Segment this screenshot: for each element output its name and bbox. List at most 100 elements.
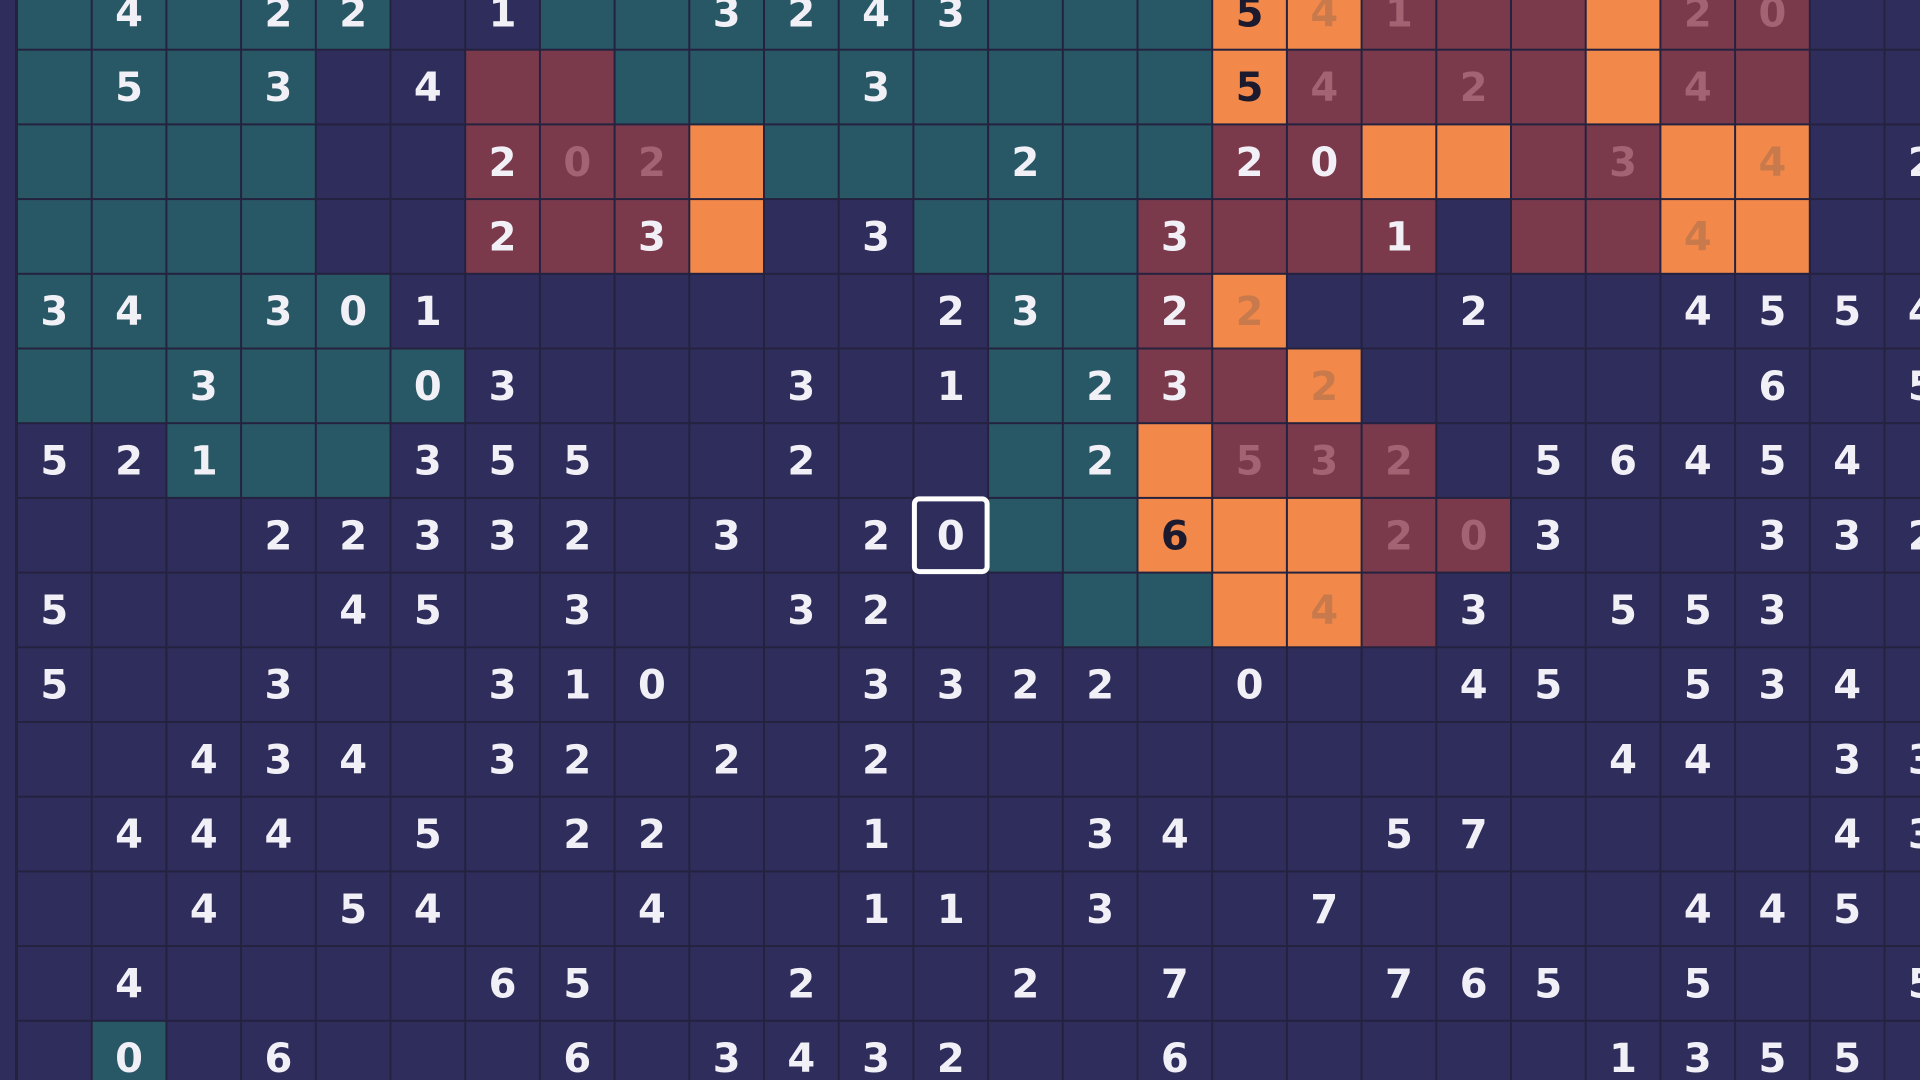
cell[interactable]	[1885, 648, 1920, 721]
cell[interactable]	[1661, 573, 1735, 647]
cell[interactable]	[316, 872, 390, 946]
cell[interactable]	[1736, 573, 1809, 647]
cell[interactable]	[989, 125, 1062, 199]
cell[interactable]	[1213, 274, 1286, 348]
cell[interactable]	[615, 947, 689, 1020]
cell[interactable]	[1362, 947, 1436, 1020]
cell[interactable]	[1512, 498, 1585, 572]
cell[interactable]	[1287, 797, 1361, 871]
cell[interactable]	[1661, 125, 1735, 199]
cell[interactable]	[1437, 274, 1510, 348]
cell[interactable]	[1810, 947, 1884, 1020]
cell[interactable]	[1063, 1021, 1137, 1080]
cell[interactable]	[167, 349, 241, 423]
cell[interactable]	[1586, 947, 1660, 1020]
cell[interactable]	[1661, 498, 1735, 572]
cell[interactable]	[466, 125, 539, 199]
cell[interactable]	[242, 498, 315, 572]
cell[interactable]	[1661, 723, 1735, 796]
cell[interactable]	[914, 648, 988, 721]
cell[interactable]	[1885, 274, 1920, 348]
cell[interactable]	[914, 200, 988, 273]
cell[interactable]	[914, 125, 988, 199]
cell[interactable]	[615, 573, 689, 647]
cell[interactable]	[1885, 0, 1920, 49]
cell[interactable]	[391, 125, 465, 199]
cell[interactable]	[242, 872, 315, 946]
cell[interactable]	[989, 573, 1062, 647]
cell[interactable]	[466, 50, 539, 124]
cell[interactable]	[1287, 947, 1361, 1020]
cell[interactable]	[1885, 349, 1920, 423]
cell[interactable]	[92, 1021, 166, 1080]
cell[interactable]	[690, 573, 763, 647]
cell[interactable]	[1736, 50, 1809, 124]
cell[interactable]	[615, 1021, 689, 1080]
cell[interactable]	[242, 274, 315, 348]
cell[interactable]	[391, 872, 465, 946]
cell[interactable]	[1362, 0, 1436, 49]
cell[interactable]	[1362, 648, 1436, 721]
cell[interactable]	[242, 573, 315, 647]
cell[interactable]	[1063, 498, 1137, 572]
cell[interactable]	[1586, 797, 1660, 871]
cell[interactable]	[1512, 0, 1585, 49]
cell[interactable]	[914, 50, 988, 124]
cell[interactable]	[765, 200, 838, 273]
cell[interactable]	[1213, 125, 1286, 199]
cell[interactable]	[391, 424, 465, 497]
cell[interactable]	[1810, 797, 1884, 871]
cell[interactable]	[1586, 349, 1660, 423]
cell[interactable]	[391, 200, 465, 273]
cell[interactable]	[1736, 349, 1809, 423]
cell[interactable]	[1138, 125, 1212, 199]
cell[interactable]	[839, 424, 913, 497]
cell[interactable]	[989, 797, 1062, 871]
cell[interactable]	[540, 947, 614, 1020]
cell[interactable]	[167, 424, 241, 497]
cell[interactable]	[989, 349, 1062, 423]
cell[interactable]	[690, 1021, 763, 1080]
cell[interactable]	[1287, 872, 1361, 946]
cell[interactable]	[1586, 872, 1660, 946]
cell[interactable]	[989, 872, 1062, 946]
cell[interactable]	[615, 200, 689, 273]
cell[interactable]	[391, 1021, 465, 1080]
cell[interactable]	[690, 947, 763, 1020]
cell[interactable]	[466, 947, 539, 1020]
cell[interactable]	[316, 498, 390, 572]
cell[interactable]	[1213, 1021, 1286, 1080]
cell[interactable]	[765, 947, 838, 1020]
cell[interactable]	[1437, 200, 1510, 273]
cell[interactable]	[914, 424, 988, 497]
cell[interactable]	[1138, 648, 1212, 721]
cell[interactable]	[391, 648, 465, 721]
cell[interactable]	[1810, 648, 1884, 721]
cell[interactable]	[1362, 797, 1436, 871]
cell[interactable]	[839, 573, 913, 647]
cell[interactable]	[1287, 1021, 1361, 1080]
cell[interactable]	[1063, 872, 1137, 946]
cell[interactable]	[1885, 872, 1920, 946]
cell[interactable]	[914, 573, 988, 647]
cell[interactable]	[92, 274, 166, 348]
cell[interactable]	[989, 723, 1062, 796]
cell[interactable]	[1512, 723, 1585, 796]
cell[interactable]	[391, 797, 465, 871]
cell[interactable]	[18, 723, 91, 796]
cell[interactable]	[1586, 125, 1660, 199]
cell[interactable]	[690, 0, 763, 49]
cell[interactable]	[690, 50, 763, 124]
cell[interactable]	[1736, 0, 1809, 49]
cell[interactable]	[1138, 872, 1212, 946]
cell[interactable]	[615, 0, 689, 49]
cell[interactable]	[765, 349, 838, 423]
cell[interactable]	[1138, 274, 1212, 348]
cell[interactable]	[1810, 723, 1884, 796]
cell[interactable]	[690, 424, 763, 497]
cell[interactable]	[1437, 797, 1510, 871]
cell[interactable]	[914, 797, 988, 871]
cell[interactable]	[1138, 424, 1212, 497]
cell[interactable]	[167, 723, 241, 796]
cell[interactable]	[1213, 573, 1286, 647]
